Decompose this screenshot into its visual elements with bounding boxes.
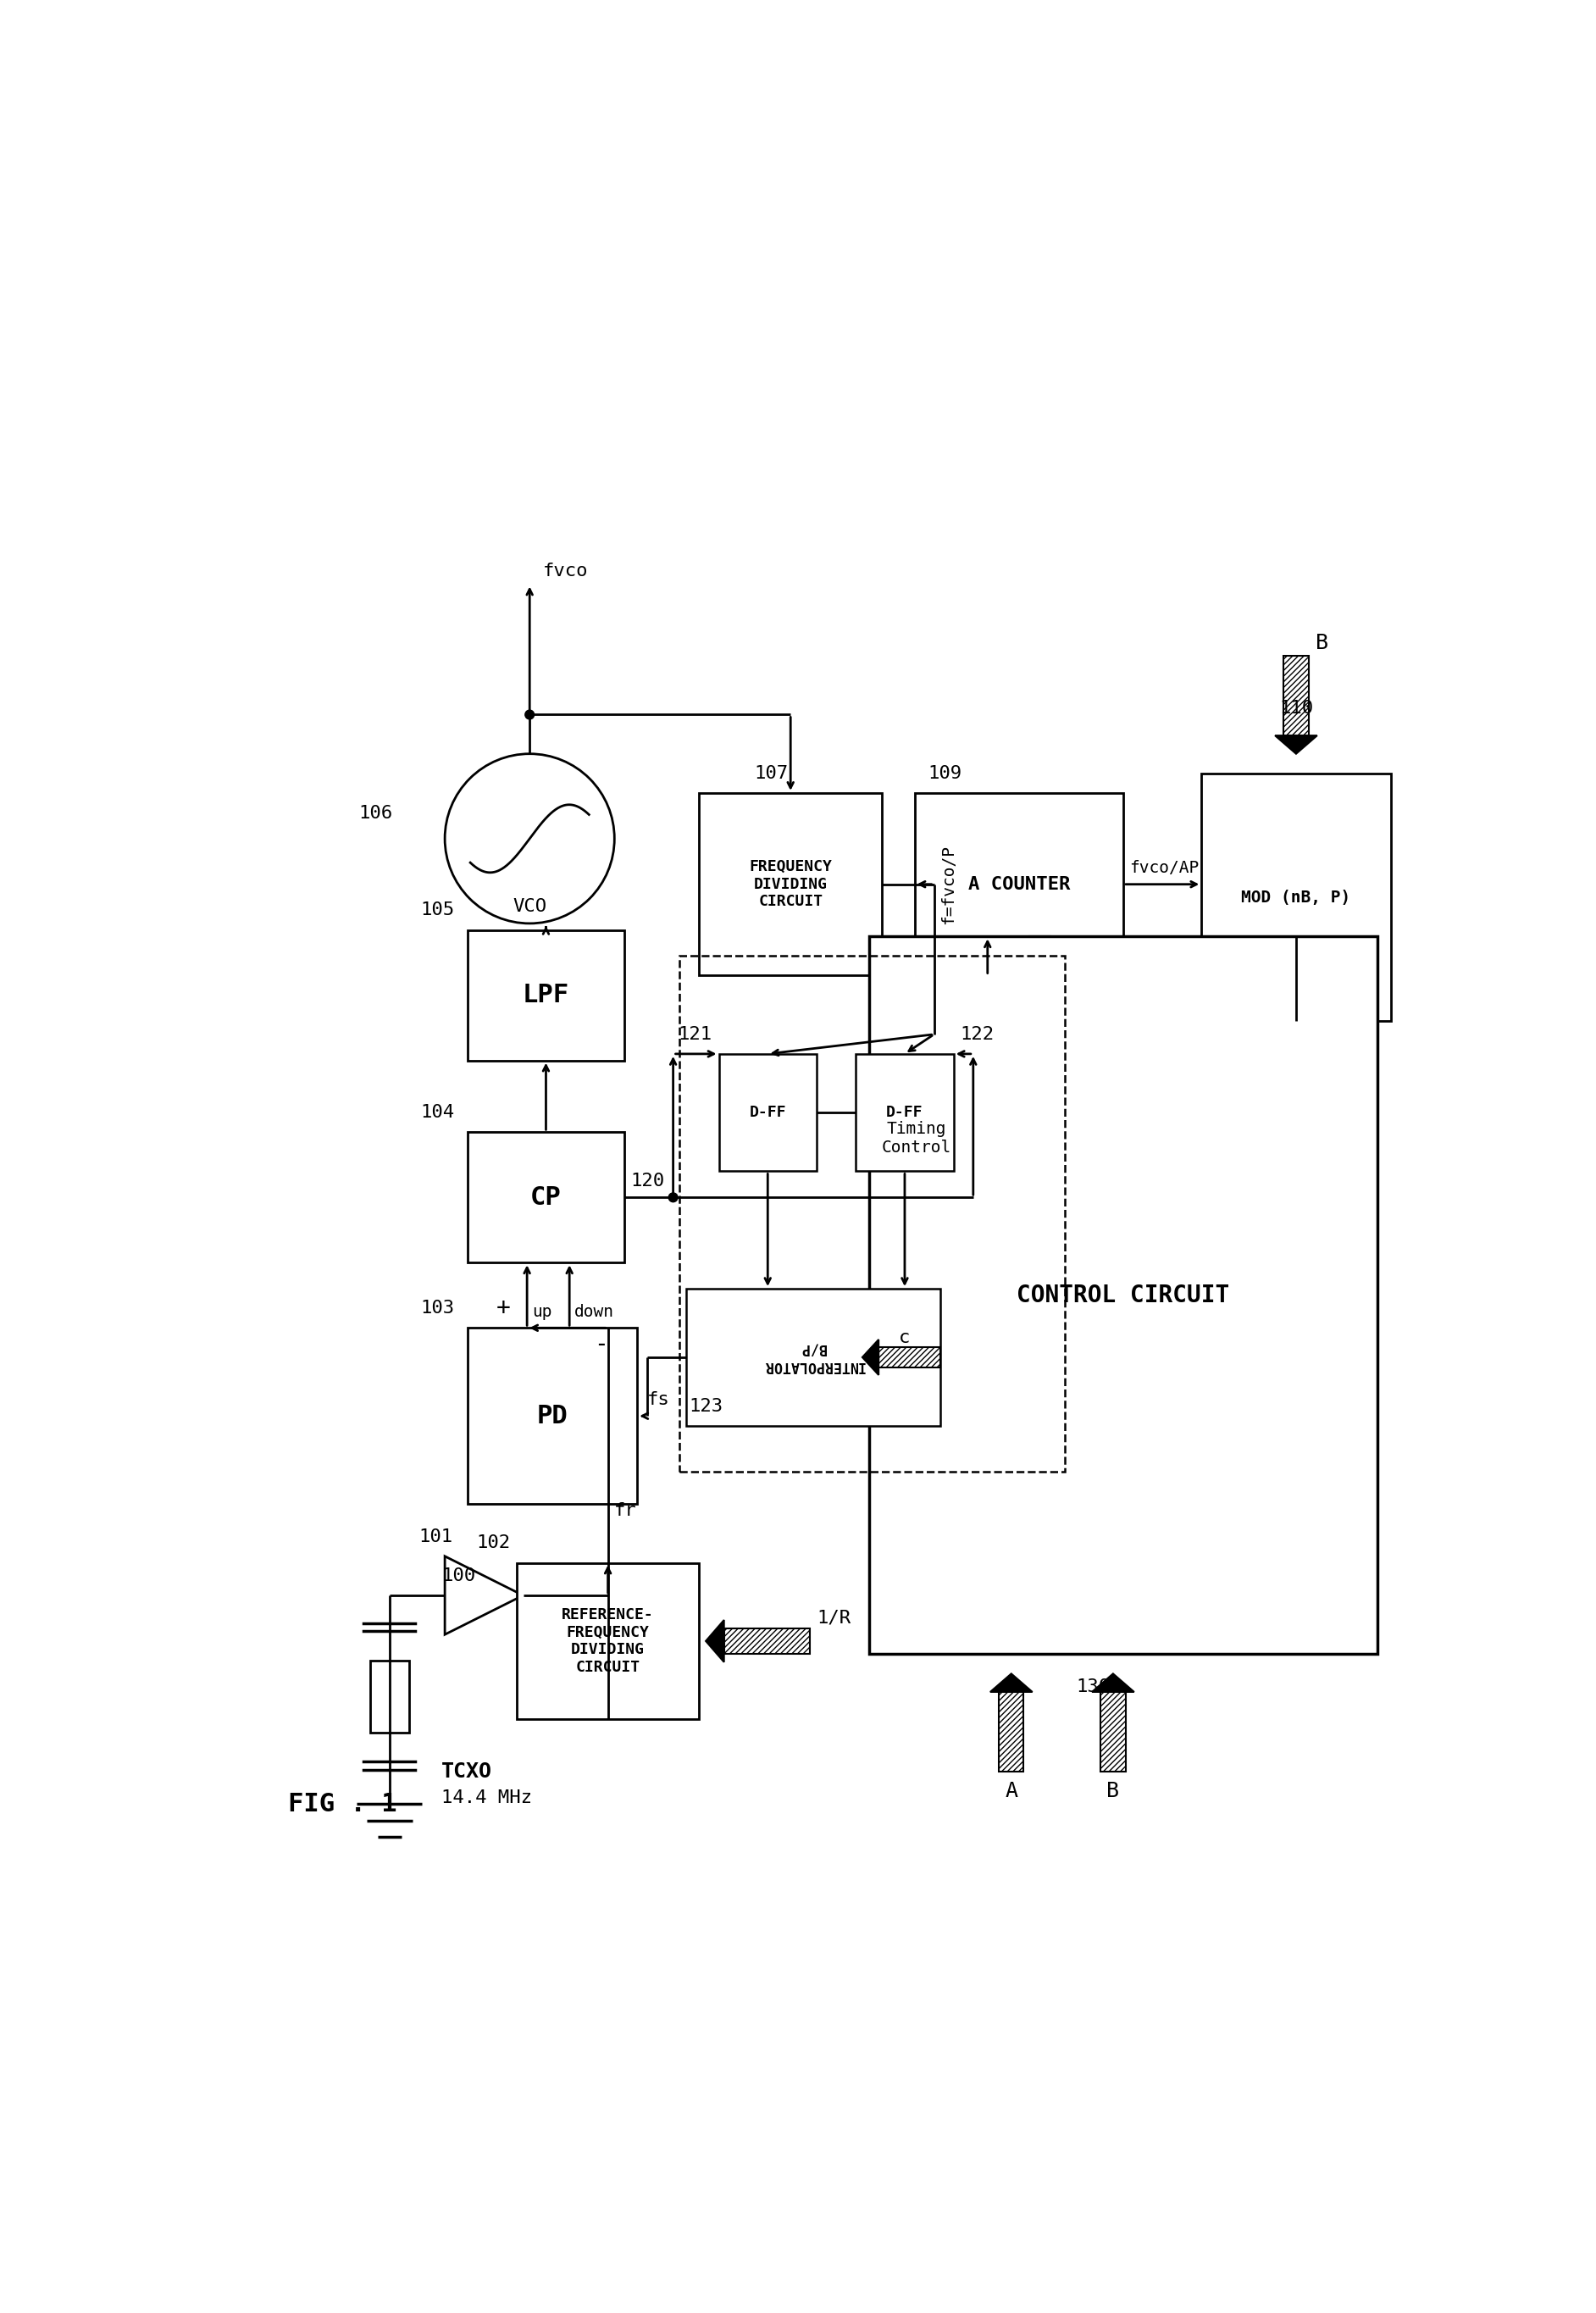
Text: 103: 103	[421, 1300, 455, 1316]
Text: 100: 100	[442, 1568, 476, 1584]
Bar	[468, 930, 624, 1059]
Text: CP: CP	[530, 1184, 562, 1210]
Bar	[370, 1661, 409, 1732]
Text: Timing
Control: Timing Control	[883, 1122, 951, 1156]
Text: VCO: VCO	[512, 897, 547, 916]
Bar	[1202, 773, 1390, 1022]
Circle shape	[445, 754, 614, 923]
Text: REFERENCE-
FREQUENCY
DIVIDING
CIRCUIT: REFERENCE- FREQUENCY DIVIDING CIRCUIT	[562, 1608, 654, 1675]
Text: fvco/AP: fvco/AP	[1130, 860, 1200, 877]
Text: -: -	[594, 1332, 608, 1355]
Polygon shape	[1092, 1675, 1135, 1691]
Bar	[468, 1131, 624, 1263]
Circle shape	[929, 879, 938, 888]
Text: INTERPOLATOR
B/P: INTERPOLATOR B/P	[763, 1342, 863, 1374]
Polygon shape	[725, 1628, 811, 1654]
Text: TCXO: TCXO	[442, 1763, 493, 1781]
Text: A COUNTER: A COUNTER	[967, 877, 1069, 893]
Text: fs: fs	[646, 1390, 670, 1409]
Text: 122: 122	[961, 1027, 994, 1043]
Polygon shape	[445, 1557, 523, 1635]
Polygon shape	[862, 1339, 879, 1374]
Text: 101: 101	[418, 1529, 453, 1545]
Text: 110: 110	[1278, 699, 1314, 717]
Text: fvco: fvco	[543, 562, 587, 581]
Text: 105: 105	[421, 902, 455, 918]
Text: 106: 106	[359, 805, 393, 821]
Polygon shape	[1101, 1691, 1125, 1772]
Polygon shape	[1275, 736, 1317, 754]
Polygon shape	[879, 1346, 940, 1367]
Text: FIG . 1: FIG . 1	[289, 1793, 397, 1816]
Text: fr: fr	[614, 1501, 637, 1520]
Bar	[686, 1288, 940, 1425]
Text: A: A	[1005, 1781, 1018, 1802]
Bar	[699, 793, 883, 976]
Text: CONTROL CIRCUIT: CONTROL CIRCUIT	[1017, 1284, 1229, 1307]
Text: D-FF: D-FF	[749, 1106, 787, 1119]
Text: 120: 120	[630, 1173, 664, 1189]
Bar	[517, 1564, 699, 1719]
Polygon shape	[1029, 937, 1050, 960]
Bar	[718, 1055, 817, 1170]
Text: 107: 107	[753, 766, 788, 782]
Text: LPF: LPF	[522, 983, 570, 1008]
Text: B: B	[1106, 1781, 1119, 1802]
Text: 123: 123	[689, 1397, 723, 1416]
Text: MOD (nB, P): MOD (nB, P)	[1242, 888, 1350, 904]
Text: 104: 104	[421, 1103, 455, 1122]
Text: +: +	[496, 1298, 511, 1321]
Text: 1/R: 1/R	[817, 1610, 851, 1626]
Text: up: up	[531, 1305, 552, 1321]
Text: c: c	[899, 1330, 910, 1346]
Bar	[915, 793, 1124, 976]
Polygon shape	[990, 1675, 1033, 1691]
Text: PD: PD	[536, 1404, 568, 1427]
Circle shape	[525, 710, 535, 719]
Text: 121: 121	[678, 1027, 712, 1043]
Text: 102: 102	[476, 1536, 511, 1552]
Polygon shape	[999, 1691, 1023, 1772]
Polygon shape	[705, 1619, 725, 1663]
Polygon shape	[1283, 657, 1309, 736]
Polygon shape	[1021, 960, 1058, 976]
Bar	[680, 955, 1065, 1471]
Text: down: down	[575, 1305, 614, 1321]
Text: D-FF: D-FF	[886, 1106, 922, 1119]
Text: 14.4 MHz: 14.4 MHz	[442, 1790, 531, 1806]
Circle shape	[669, 1194, 678, 1203]
Text: B: B	[1315, 634, 1328, 652]
Bar	[855, 1055, 954, 1170]
Circle shape	[929, 1029, 938, 1039]
Text: 130: 130	[1076, 1679, 1111, 1695]
Text: f=fvco/P: f=fvco/P	[940, 844, 956, 925]
Text: 109: 109	[927, 766, 961, 782]
Bar	[868, 937, 1377, 1654]
Bar	[468, 1328, 637, 1503]
Text: FREQUENCY
DIVIDING
CIRCUIT: FREQUENCY DIVIDING CIRCUIT	[749, 858, 832, 909]
